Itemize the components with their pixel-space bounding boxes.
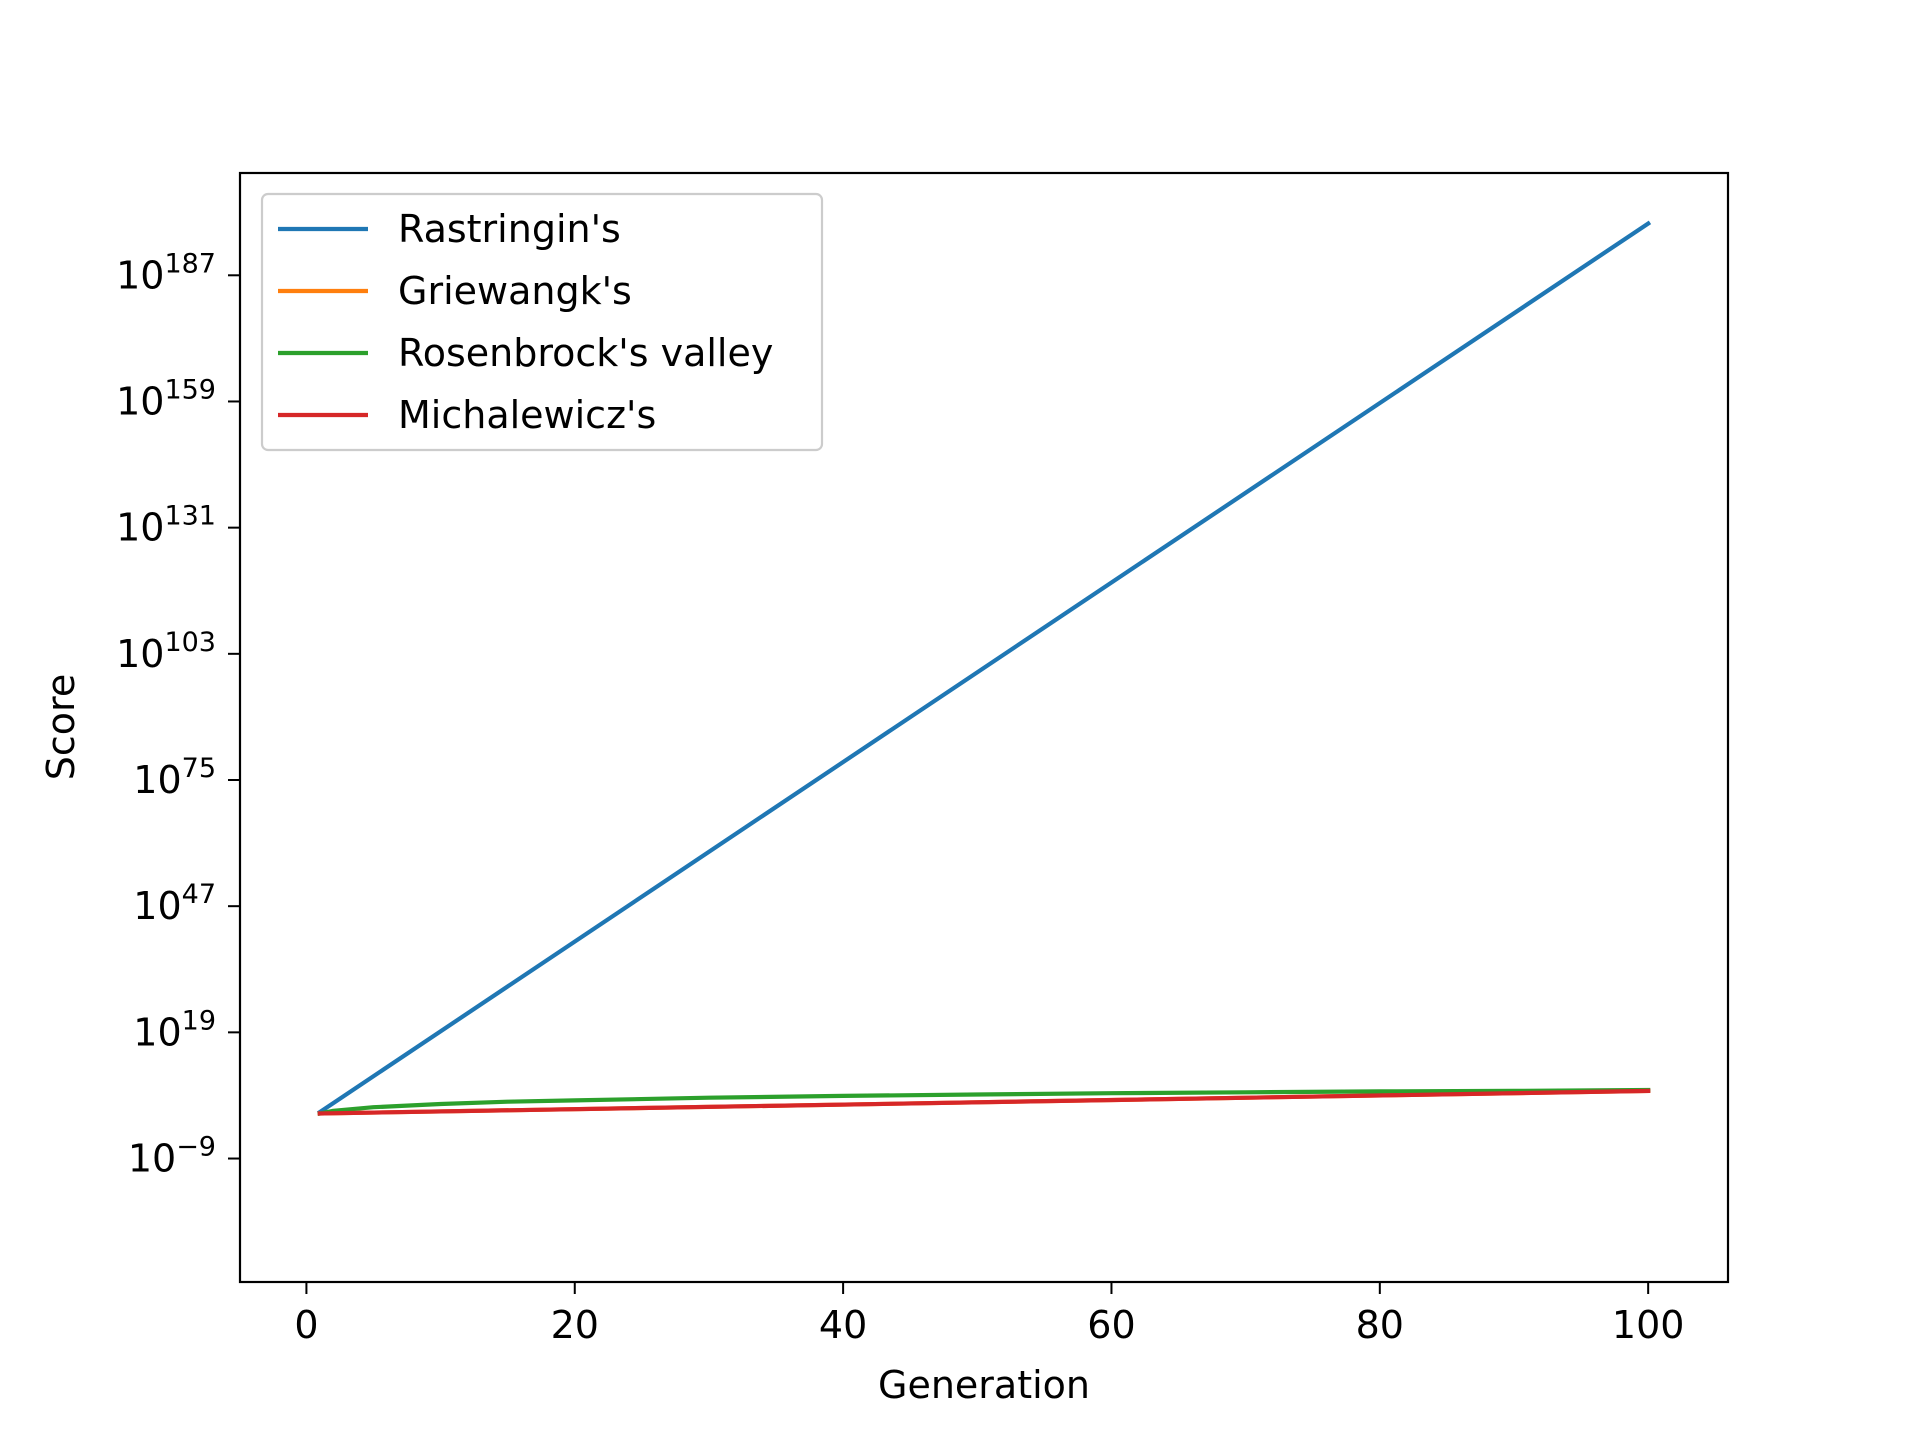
y-tick-exponent: 131 [164, 501, 216, 532]
y-tick-base: 10 [116, 253, 164, 297]
series-line-3 [317, 1088, 1651, 1116]
y-tick-label: 1019 [133, 1005, 216, 1054]
y-axis-label: Score [39, 674, 83, 780]
y-tick-label: 1047 [133, 879, 216, 928]
y-tick-base: 10 [128, 1137, 176, 1181]
y-tick-base: 10 [133, 758, 181, 802]
y-tick-exponent: 187 [164, 248, 216, 279]
y-tick-base: 10 [133, 884, 181, 928]
y-tick-label: 10103 [116, 627, 216, 676]
legend-label: Michalewicz's [398, 393, 656, 437]
y-tick-label: 10159 [116, 374, 216, 423]
y-tick-exponent: 159 [164, 374, 216, 405]
x-tick-label: 40 [819, 1303, 867, 1347]
legend-label: Rosenbrock's valley [398, 331, 773, 375]
x-tick-label: 0 [294, 1303, 318, 1347]
legend: Rastringin's Griewangk's Rosenbrock's vall… [260, 192, 824, 452]
y-tick-label: 1075 [133, 753, 216, 802]
y-tick-exponent: 47 [182, 879, 216, 910]
x-axis-ticks: 0 20 40 60 80 100 [294, 1282, 1684, 1347]
legend-label: Rastringin's [398, 207, 621, 251]
y-tick-exponent: 103 [164, 627, 216, 658]
x-tick-label: 60 [1087, 1303, 1135, 1347]
legend-box [260, 192, 824, 452]
plot-frame [238, 171, 1730, 1284]
legend-label: Griewangk's [398, 269, 632, 313]
x-axis-label: Generation [878, 1363, 1090, 1407]
x-tick-label: 100 [1612, 1303, 1685, 1347]
y-tick-label: 10187 [116, 248, 216, 297]
y-tick-base: 10 [116, 379, 164, 423]
series-line-2 [317, 1087, 1651, 1116]
series-layer [316, 220, 1652, 1116]
y-tick-exponent: 75 [182, 753, 216, 784]
y-tick-label: 10−9 [128, 1132, 216, 1181]
x-tick-label: 20 [551, 1303, 599, 1347]
y-tick-base: 10 [133, 1010, 181, 1054]
series-line-0 [316, 220, 1652, 1116]
y-tick-base: 10 [116, 632, 164, 676]
y-tick-label: 10131 [116, 501, 216, 550]
y-tick-base: 10 [116, 506, 164, 550]
y-tick-exponent: −9 [176, 1132, 216, 1163]
x-tick-label: 80 [1356, 1303, 1404, 1347]
y-tick-exponent: 19 [182, 1005, 216, 1036]
